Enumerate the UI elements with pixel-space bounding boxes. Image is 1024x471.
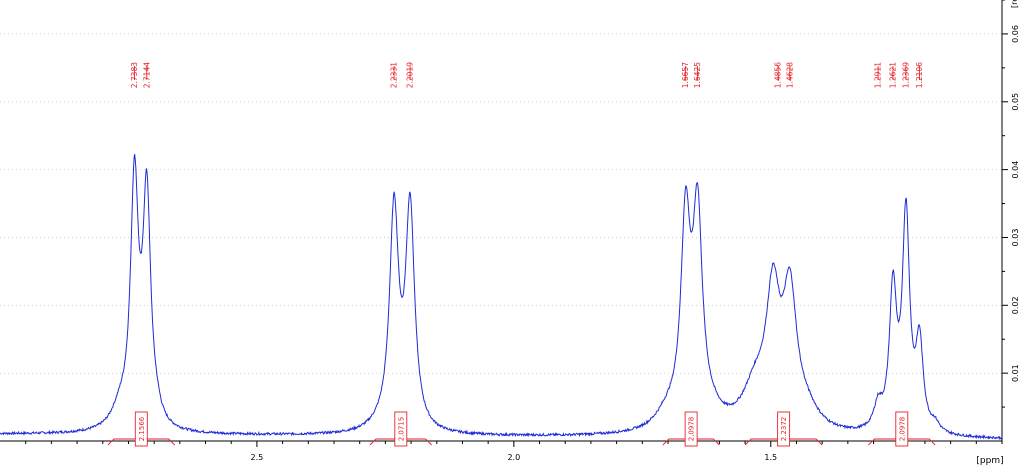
integral-value: 2.2372 (780, 417, 788, 442)
peak-label: 1.2621 (889, 62, 898, 88)
integral-box (777, 411, 791, 447)
integrals: 2.1566 2.0715 2.0978 2.2372 2.0978 (107, 411, 936, 447)
x-tick-label: 2.5 (251, 453, 264, 462)
y-axis-label: [rel] (1010, 0, 1019, 8)
peak-label: 1.6657 (681, 62, 690, 88)
integral-value: 2.0978 (898, 417, 906, 442)
x-ticks: 2.5 2.0 1.5 (25, 441, 1003, 462)
integral-region: 2.2372 (744, 411, 823, 447)
peak-label: 1.4856 (774, 62, 783, 88)
integral-region: 2.0978 (868, 411, 936, 447)
integral-box (684, 411, 698, 447)
peak-label: 2.2019 (406, 62, 415, 88)
y-tick-label: 0.06 (1011, 25, 1020, 43)
peak-label: 1.4628 (785, 62, 794, 88)
integral-value: 2.0715 (397, 417, 405, 442)
peak-label-text: 2.2331 (390, 62, 399, 88)
peak-label-text: 2.2019 (406, 62, 415, 88)
x-tick-label: 1.5 (764, 453, 777, 462)
peak-label-text: 2.7144 (142, 62, 151, 88)
spectrum-curve-group (0, 154, 1003, 441)
y-tick-label: 0.01 (1011, 364, 1020, 382)
peak-label: 2.2331 (390, 62, 399, 88)
peak-label: 2.7144 (142, 62, 151, 88)
peak-label-text: 1.2106 (915, 62, 924, 88)
integral-region: 2.0715 (369, 411, 432, 447)
peak-label: 1.6425 (693, 62, 702, 88)
y-tick-label: 0.02 (1011, 296, 1020, 314)
spectrum-line (0, 154, 1003, 441)
integral-value: 2.0978 (688, 417, 696, 442)
integral-box (394, 411, 408, 447)
peak-label-text: 1.4628 (785, 62, 794, 88)
x-tick-label: 2.0 (507, 453, 520, 462)
grid (0, 33, 1002, 374)
peak-label-text: 1.4856 (774, 62, 783, 88)
x-axis-label: [ppm] (976, 456, 1003, 466)
peak-label-text: 1.2369 (901, 62, 910, 88)
integral-box (134, 411, 148, 447)
y-ticks: 0.01 0.02 0.03 0.04 0.05 0.06 (1002, 0, 1020, 408)
peak-label: 1.2369 (901, 62, 910, 88)
peak-label: 1.2106 (915, 62, 924, 88)
y-tick-label: 0.04 (1011, 161, 1020, 179)
peak-labels: 2.7383 2.7144 2.2331 2.2019 1.6657 1.6425 1.48… (130, 62, 924, 88)
y-tick-label: 0.05 (1011, 93, 1020, 111)
integral-box (895, 411, 909, 447)
peak-label-text: 1.2621 (889, 62, 898, 88)
peak-label-text: 1.2911 (874, 62, 883, 88)
peak-label: 1.2911 (874, 62, 883, 88)
peak-label: 2.7383 (130, 62, 139, 88)
peak-label-text: 1.6425 (693, 62, 702, 88)
integral-region: 2.1566 (107, 411, 176, 447)
integral-value: 2.1566 (138, 416, 146, 441)
y-tick-label: 0.03 (1011, 229, 1020, 247)
integral-region: 2.0978 (662, 411, 720, 447)
peak-label-text: 1.6657 (681, 62, 690, 88)
peak-label-text: 2.7383 (130, 62, 139, 88)
